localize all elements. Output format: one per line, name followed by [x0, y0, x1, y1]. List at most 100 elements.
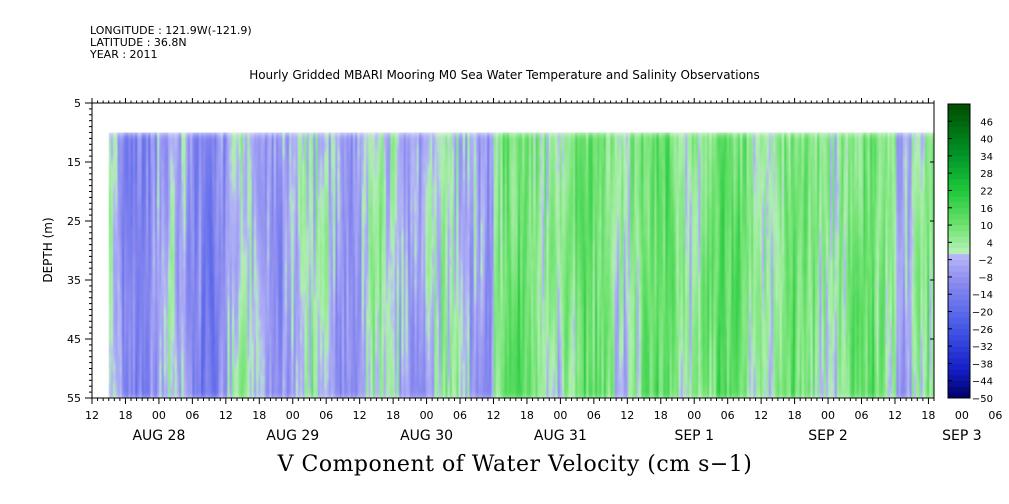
x-day-label: SEP 2	[808, 428, 848, 444]
colorbar-segment	[948, 277, 970, 283]
colorbar-segment	[948, 392, 970, 398]
colorbar-segment	[948, 225, 970, 231]
colorbar-segment	[948, 335, 970, 341]
colorbar-tick-label: 34	[980, 152, 993, 163]
colorbar-segment	[948, 150, 970, 156]
x-hour-label: 06	[319, 409, 333, 422]
x-hour-label: 00	[687, 409, 701, 422]
colorbar-segment	[948, 381, 970, 387]
x-hour-label: 00	[553, 409, 567, 422]
colorbar-segment	[948, 254, 970, 260]
colorbar-segment	[948, 231, 970, 237]
x-hour-label: 18	[520, 409, 534, 422]
x-hour-label: 00	[420, 409, 434, 422]
y-axis-label: DEPTH (m)	[41, 217, 55, 282]
colorbar-segment	[948, 358, 970, 364]
x-hour-label: 00	[152, 409, 166, 422]
colorbar-segment	[948, 329, 970, 335]
x-hour-label: 00	[821, 409, 835, 422]
x-day-label: AUG 30	[400, 428, 453, 444]
colorbar-tick-label: −44	[972, 377, 993, 388]
colorbar-segment	[948, 173, 970, 179]
velocity-field	[109, 133, 937, 400]
colorbar-segment	[948, 340, 970, 346]
colorbar-tick-label: −38	[972, 359, 993, 370]
x-hour-label: 18	[654, 409, 668, 422]
x-hour-label: 12	[85, 409, 99, 422]
x-hour-label: 06	[185, 409, 199, 422]
heatmap-area	[109, 133, 937, 400]
x-hour-label: 12	[219, 409, 233, 422]
x-hour-label: 00	[955, 409, 969, 422]
x-day-label: AUG 29	[266, 428, 319, 444]
colorbar-segment	[948, 167, 970, 173]
colorbar-segment	[948, 306, 970, 312]
colorbar-segment	[948, 271, 970, 277]
colorbar-segment	[948, 300, 970, 306]
colorbar-segment	[948, 375, 970, 381]
colorbar-segment	[948, 179, 970, 185]
colorbar-tick-label: 16	[980, 204, 993, 215]
colorbar-segment	[948, 294, 970, 300]
colorbar-segment	[948, 219, 970, 225]
x-hour-label: 06	[988, 409, 1002, 422]
x-hour-label: 12	[620, 409, 634, 422]
x-hour-label: 18	[252, 409, 266, 422]
y-tick-label: 55	[67, 392, 81, 405]
x-hour-label: 18	[118, 409, 132, 422]
colorbar-segment	[948, 283, 970, 289]
colorbar-tick-label: −14	[972, 290, 993, 301]
colorbar-segment	[948, 237, 970, 243]
colorbar-segment	[948, 346, 970, 352]
colorbar-tick-label: 46	[980, 117, 993, 128]
x-hour-label: 12	[353, 409, 367, 422]
colorbar-segment	[948, 288, 970, 294]
colorbar-segment	[948, 185, 970, 191]
colorbar-segment	[948, 242, 970, 248]
y-tick-label: 35	[67, 274, 81, 287]
colorbar-segment	[948, 260, 970, 266]
colorbar-segment	[948, 104, 970, 110]
x-day-label: SEP 3	[942, 428, 982, 444]
colorbar-segment	[948, 190, 970, 196]
x-hour-label: 06	[453, 409, 467, 422]
x-day-label: AUG 28	[132, 428, 185, 444]
y-tick-label: 15	[67, 156, 81, 169]
x-day-label: SEP 1	[674, 428, 714, 444]
colorbar-segment	[948, 127, 970, 133]
y-tick-label: 45	[67, 333, 81, 346]
x-hour-label: 18	[386, 409, 400, 422]
colorbar-tick-label: −2	[978, 256, 993, 267]
colorbar-segment	[948, 265, 970, 271]
colorbar-tick-label: 28	[980, 169, 993, 180]
colorbar-tick-label: 4	[987, 238, 993, 249]
x-hour-label: 12	[486, 409, 500, 422]
x-hour-label: 12	[888, 409, 902, 422]
colorbar-segment	[948, 110, 970, 116]
colorbar-segment	[948, 352, 970, 358]
y-tick-label: 25	[67, 215, 81, 228]
colorbar-segment	[948, 162, 970, 168]
colorbar-segment	[948, 208, 970, 214]
colorbar-segment	[948, 133, 970, 139]
x-hour-label: 06	[721, 409, 735, 422]
y-tick-label: 5	[74, 97, 81, 110]
colorbar-segment	[948, 363, 970, 369]
colorbar-segment	[948, 386, 970, 392]
colorbar-tick-label: −50	[972, 394, 993, 405]
colorbar-tick-label: 40	[980, 135, 993, 146]
x-hour-label: 06	[587, 409, 601, 422]
colorbar-segment	[948, 312, 970, 318]
x-hour-label: 12	[754, 409, 768, 422]
colorbar-segment	[948, 317, 970, 323]
colorbar-segment	[948, 121, 970, 127]
colorbar-tick-label: 10	[980, 221, 993, 232]
colorbar-segment	[948, 214, 970, 220]
colorbar-segment	[948, 116, 970, 122]
colorbar-segment	[948, 196, 970, 202]
colorbar-tick-label: −8	[978, 273, 993, 284]
variable-title: V Component of Water Velocity (cm s−1)	[0, 452, 1009, 477]
colorbar-segment	[948, 202, 970, 208]
